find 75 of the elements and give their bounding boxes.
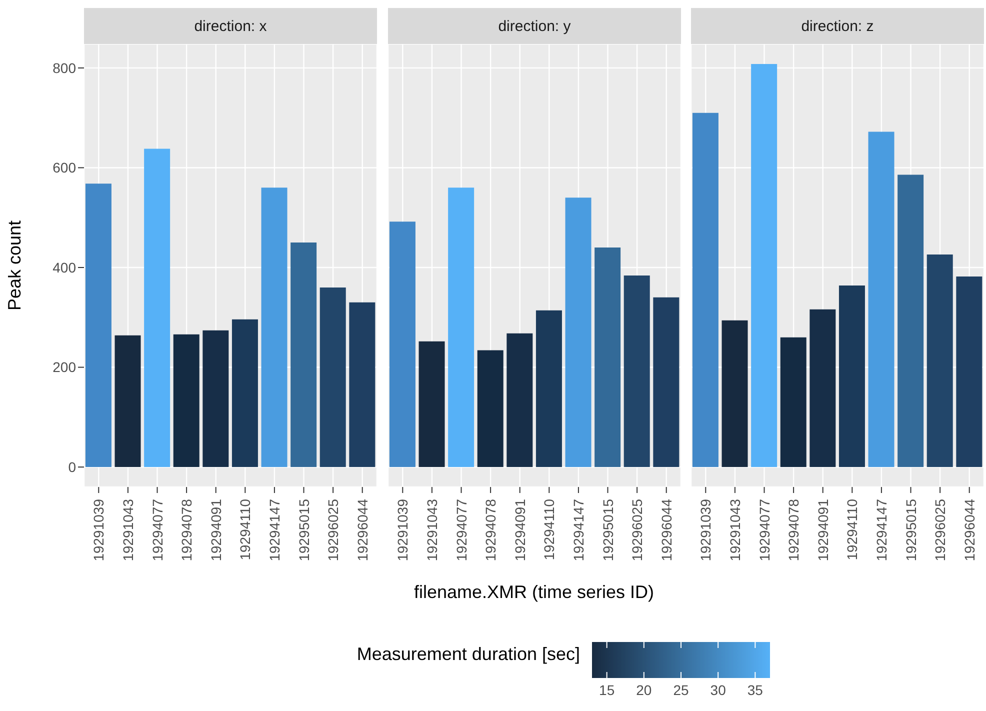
bar xyxy=(144,148,170,468)
chart-title: direction: z xyxy=(691,8,984,44)
bar xyxy=(290,242,317,468)
x-tick-label: 19295015 xyxy=(296,498,312,562)
color-bar-label: 25 xyxy=(673,682,689,698)
x-tick-label: 19294078 xyxy=(786,498,802,562)
bar xyxy=(722,320,748,468)
chart-title: direction: x xyxy=(84,8,377,44)
x-axis-title: filename.XMR (time series ID) xyxy=(412,582,656,603)
y-tick-label: 400 xyxy=(52,259,76,276)
color-bar-label: 30 xyxy=(710,682,726,698)
bar xyxy=(477,350,504,468)
x-tick-label: 19294110 xyxy=(541,498,558,560)
bar xyxy=(232,319,258,468)
x-tick-label: 19294110 xyxy=(237,498,254,560)
bar xyxy=(320,287,346,468)
bar xyxy=(624,275,650,468)
color-bar-title: Measurement duration [sec] xyxy=(356,644,580,664)
chart-title: direction: y xyxy=(388,8,681,44)
bar xyxy=(810,309,836,468)
x-tick-label: 19294091 xyxy=(512,498,528,562)
bar xyxy=(898,174,924,468)
y-tick-label: 800 xyxy=(52,60,76,76)
bar xyxy=(565,198,592,468)
bar xyxy=(536,310,562,468)
bar xyxy=(448,188,474,468)
x-tick-label: 19294110 xyxy=(844,498,860,560)
bar xyxy=(751,64,778,468)
bar xyxy=(506,333,533,468)
bar xyxy=(868,132,894,468)
bar xyxy=(692,112,718,468)
x-tick-label: 19294077 xyxy=(453,498,470,562)
x-tick-label: 19294147 xyxy=(873,498,890,562)
color-bar-label: 35 xyxy=(747,682,764,698)
bar xyxy=(418,341,445,468)
y-tick-label: 600 xyxy=(52,160,76,176)
bar xyxy=(85,184,112,468)
bar xyxy=(173,334,200,468)
x-tick-label: 19294077 xyxy=(149,498,166,562)
x-tick-label: 19296025 xyxy=(629,498,646,562)
x-tick-label: 19291043 xyxy=(120,498,136,562)
x-tick-label: 19296044 xyxy=(961,498,978,562)
x-tick-label: 19296025 xyxy=(325,498,342,562)
y-tick-label: 200 xyxy=(52,359,76,376)
x-tick-label: 19294147 xyxy=(570,498,586,562)
x-tick-label: 19295015 xyxy=(902,498,919,562)
color-bar-label: 15 xyxy=(599,682,615,698)
x-tick-label: 19295015 xyxy=(600,498,616,562)
bar xyxy=(838,285,865,468)
bar xyxy=(389,222,416,468)
bar xyxy=(202,330,229,468)
x-tick-label: 19296044 xyxy=(354,498,370,562)
x-tick-label: 19291043 xyxy=(424,498,440,562)
x-tick-label: 19294078 xyxy=(482,498,499,562)
x-tick-label: 19294077 xyxy=(756,498,772,562)
x-tick-label: 19294091 xyxy=(814,498,831,562)
bar xyxy=(594,248,621,468)
x-tick-label: 19291039 xyxy=(698,498,714,562)
bar xyxy=(114,335,141,468)
x-tick-label: 19294147 xyxy=(266,498,282,562)
bar xyxy=(780,337,806,468)
x-tick-label: 19296044 xyxy=(658,498,674,562)
y-tick-label: 0 xyxy=(68,459,76,476)
x-tick-label: 19296025 xyxy=(932,498,948,562)
x-tick-label: 19294091 xyxy=(208,498,224,562)
bar xyxy=(349,302,376,468)
x-tick-label: 19291039 xyxy=(90,498,107,562)
bar xyxy=(653,297,680,468)
color-bar-label: 20 xyxy=(636,682,652,698)
x-tick-label: 19291039 xyxy=(394,498,411,562)
bar xyxy=(261,188,288,468)
x-tick-label: 19291043 xyxy=(726,498,743,562)
bar xyxy=(926,254,953,468)
bar xyxy=(956,276,982,468)
x-tick-label: 19294078 xyxy=(178,498,195,562)
